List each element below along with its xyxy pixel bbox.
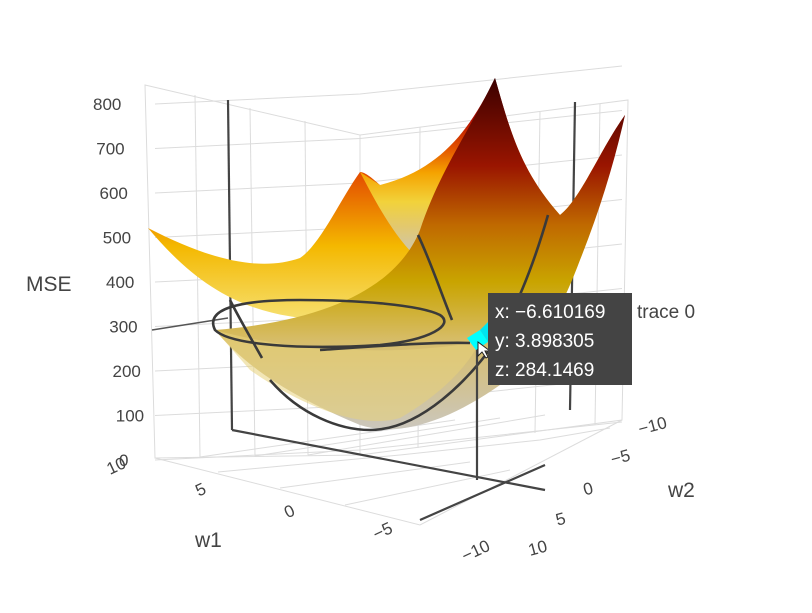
hover-x-value: x: −6.610169: [495, 302, 605, 323]
z-gridline: [154, 110, 623, 149]
y-tick-label: −5: [609, 446, 633, 469]
z-tick-label: 600: [100, 184, 128, 203]
hover-z-value: z: 284.1469: [495, 360, 594, 381]
z-tick-label: 200: [113, 362, 141, 381]
z-tick-label: 300: [109, 318, 137, 337]
x-tick-label: 0: [281, 501, 298, 522]
y-tick-label: −10: [636, 413, 669, 439]
z-tick-label: 500: [103, 229, 131, 248]
z-axis-title: MSE: [26, 273, 72, 296]
hover-tooltip: x: −6.610169 y: 3.898305 z: 284.1469 tra…: [488, 293, 695, 385]
x-axis-title: w1: [194, 529, 222, 552]
y-tick-label: 5: [554, 509, 568, 530]
surface-contours: [211, 214, 550, 432]
y-tick-label: 0: [581, 479, 595, 500]
hover-trace-name: trace 0: [637, 302, 695, 323]
z-tick-label: 100: [116, 407, 144, 426]
z-tick-label: 700: [96, 140, 124, 159]
z-tick-label: 0: [119, 451, 128, 470]
y-axis-title: w2: [667, 479, 695, 502]
x-tick-label: −5: [370, 518, 396, 543]
z-tick-label: 400: [106, 273, 134, 292]
hover-y-value: y: 3.898305: [495, 331, 594, 352]
x-tick-label: −10: [459, 536, 493, 565]
x-tick-label: 5: [192, 479, 209, 500]
y-tick-label: 10: [526, 537, 549, 560]
z-tick-label: 800: [93, 95, 121, 114]
front-spines: [419, 340, 546, 522]
z-gridline: [154, 65, 623, 105]
z-axis: 0 100 200 300 400 500 600 700 800 MSE: [26, 95, 144, 470]
hover-tooltip-box: [488, 293, 632, 385]
